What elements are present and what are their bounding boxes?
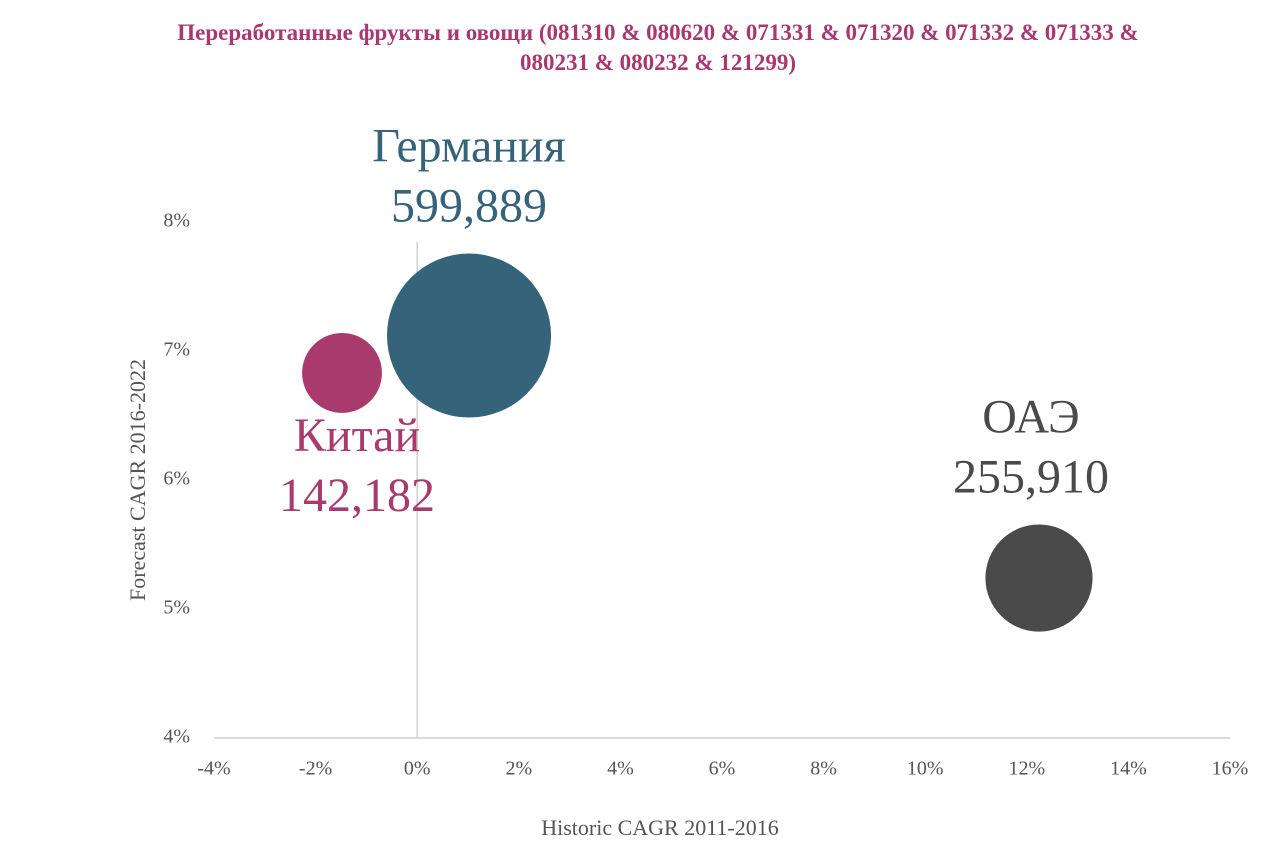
- x-tick-label: 2%: [505, 758, 532, 780]
- x-tick-label: 12%: [1008, 758, 1045, 780]
- y-tick-label: 4%: [163, 726, 190, 748]
- y-axis-title: Forecast CAGR 2016-2022: [125, 359, 150, 601]
- data-label: 599,889: [391, 180, 547, 233]
- x-tick-label: 14%: [1110, 758, 1147, 780]
- y-tick-label: 6%: [163, 468, 190, 490]
- bubble: [302, 332, 382, 413]
- x-tick-label: 6%: [709, 758, 736, 780]
- x-tick-label: 16%: [1212, 758, 1249, 780]
- x-axis-title: Historic CAGR 2011-2016: [541, 815, 779, 840]
- x-tick-label: 4%: [607, 758, 634, 780]
- x-tick-label: -2%: [299, 758, 332, 780]
- y-tick-label: 8%: [163, 210, 190, 232]
- y-tick-label: 5%: [163, 597, 190, 619]
- series-label: Германия: [372, 120, 565, 173]
- series-label: Китай: [294, 409, 420, 462]
- x-tick-label: 8%: [810, 758, 837, 780]
- chart-title: Переработанные фрукты и овощи (081310 & …: [177, 20, 1139, 75]
- bubble: [985, 524, 1093, 632]
- y-tick-label: 7%: [163, 339, 190, 361]
- data-label: 142,182: [279, 469, 435, 522]
- x-tick-label: 10%: [907, 758, 944, 780]
- series-label: ОАЭ: [982, 390, 1079, 443]
- x-tick-label: -4%: [197, 758, 230, 780]
- data-label: 255,910: [953, 450, 1109, 503]
- bubble: [386, 253, 552, 418]
- x-tick-label: 0%: [404, 758, 431, 780]
